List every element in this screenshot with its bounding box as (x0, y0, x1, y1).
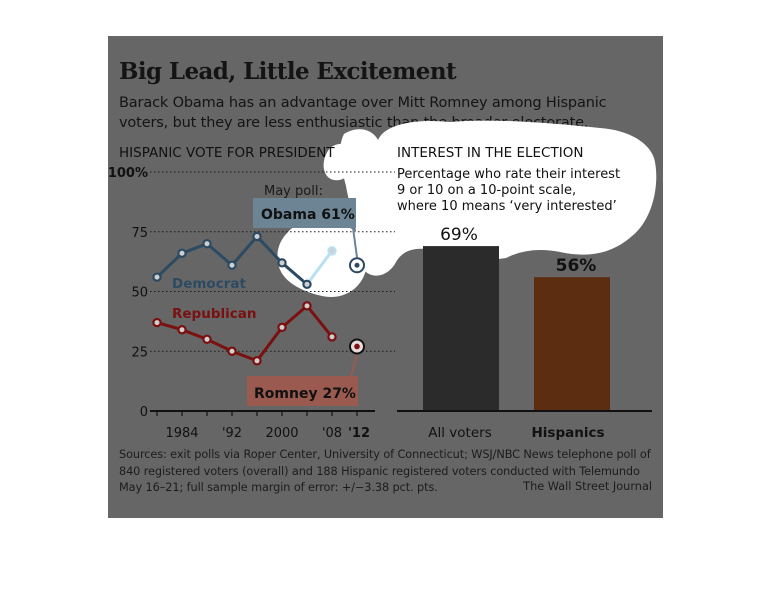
democrat-line-segment (305, 249, 334, 286)
graphic-background (108, 36, 663, 518)
democrat-point (302, 279, 312, 290)
x-tick-label: '92 (222, 426, 242, 441)
bar-category-label: Hispanics (531, 425, 604, 441)
romney-callout-box (247, 376, 358, 406)
republican-point (327, 332, 337, 342)
republican-line-segment (280, 304, 309, 329)
callout-blob-large (340, 120, 657, 276)
democrat-point (177, 248, 187, 258)
republican-point (227, 346, 237, 356)
x-tick-label: '08 (322, 426, 342, 441)
y-tick-label: 100% (108, 166, 148, 181)
sources-note: Sources: exit polls via Roper Center, Un… (119, 448, 651, 494)
graphic-title: Big Lead, Little Excitement (119, 58, 457, 85)
callout-blob-tiny (323, 143, 355, 181)
bar-value-label: 69% (440, 225, 478, 245)
obama-callout-box (253, 198, 356, 228)
democrat-point (202, 238, 212, 249)
democrat-point (227, 260, 237, 270)
obama-callout-pointer (352, 227, 358, 258)
republican-point (177, 325, 187, 335)
republican-line-segment (305, 304, 334, 339)
bar-chart-bars: 69% All voters 56% Hispanics (423, 225, 610, 441)
romney-callout-pointer (350, 354, 358, 377)
republican-line-segment (255, 325, 284, 363)
line-chart-title: HISPANIC VOTE FOR PRESIDENT (119, 145, 335, 161)
bar-chart-title: INTEREST IN THE ELECTION (397, 145, 583, 161)
democrat-point (327, 246, 337, 256)
may-poll-markers (349, 227, 365, 377)
romney-poll-marker-center (354, 343, 360, 350)
romney-callout-text: Romney 27% (254, 386, 356, 402)
bar-chart-subtitle: Percentage who rate their interest 9 or … (397, 167, 624, 214)
y-tick-label: 25 (131, 345, 148, 360)
obama-callout-text: Obama 61% (261, 207, 355, 223)
may-poll-label: May poll: (264, 184, 323, 199)
republican-point (277, 322, 287, 333)
republican-point (152, 317, 162, 328)
bar-value-label: 56% (556, 256, 597, 276)
bar-hispanics (534, 277, 610, 411)
y-tick-label: 50 (131, 286, 148, 301)
y-tick-label: 75 (131, 226, 148, 241)
bar-all-voters (423, 246, 499, 411)
line-chart-y-ticks: 100% 75 50 25 0 (108, 166, 148, 420)
obama-poll-marker-center (354, 262, 360, 268)
democrat-point (277, 258, 287, 268)
series-label-democrat: Democrat (172, 276, 246, 292)
republican-point (202, 334, 212, 344)
democrat-line-segment (280, 261, 309, 286)
line-chart-x-ticks: 1984 '92 2000 '08 '12 (156, 411, 370, 441)
democrat-line-segment (155, 251, 184, 279)
publisher-credit: The Wall Street Journal (523, 480, 652, 493)
democrat-point (252, 231, 262, 242)
x-tick-label: '12 (348, 426, 370, 441)
democrat-point (152, 272, 162, 282)
republican-point (302, 301, 312, 311)
bar-category-label: All voters (428, 425, 491, 441)
line-chart-series (152, 231, 337, 366)
x-tick-label: 1984 (165, 426, 198, 441)
series-label-republican: Republican (172, 306, 256, 322)
democrat-line-segment (205, 242, 234, 267)
x-tick-label: 2000 (265, 426, 298, 441)
y-tick-label: 0 (140, 405, 148, 420)
democrat-line-segment (255, 235, 284, 265)
republican-point (252, 356, 262, 366)
democrat-line-segment (230, 235, 259, 267)
